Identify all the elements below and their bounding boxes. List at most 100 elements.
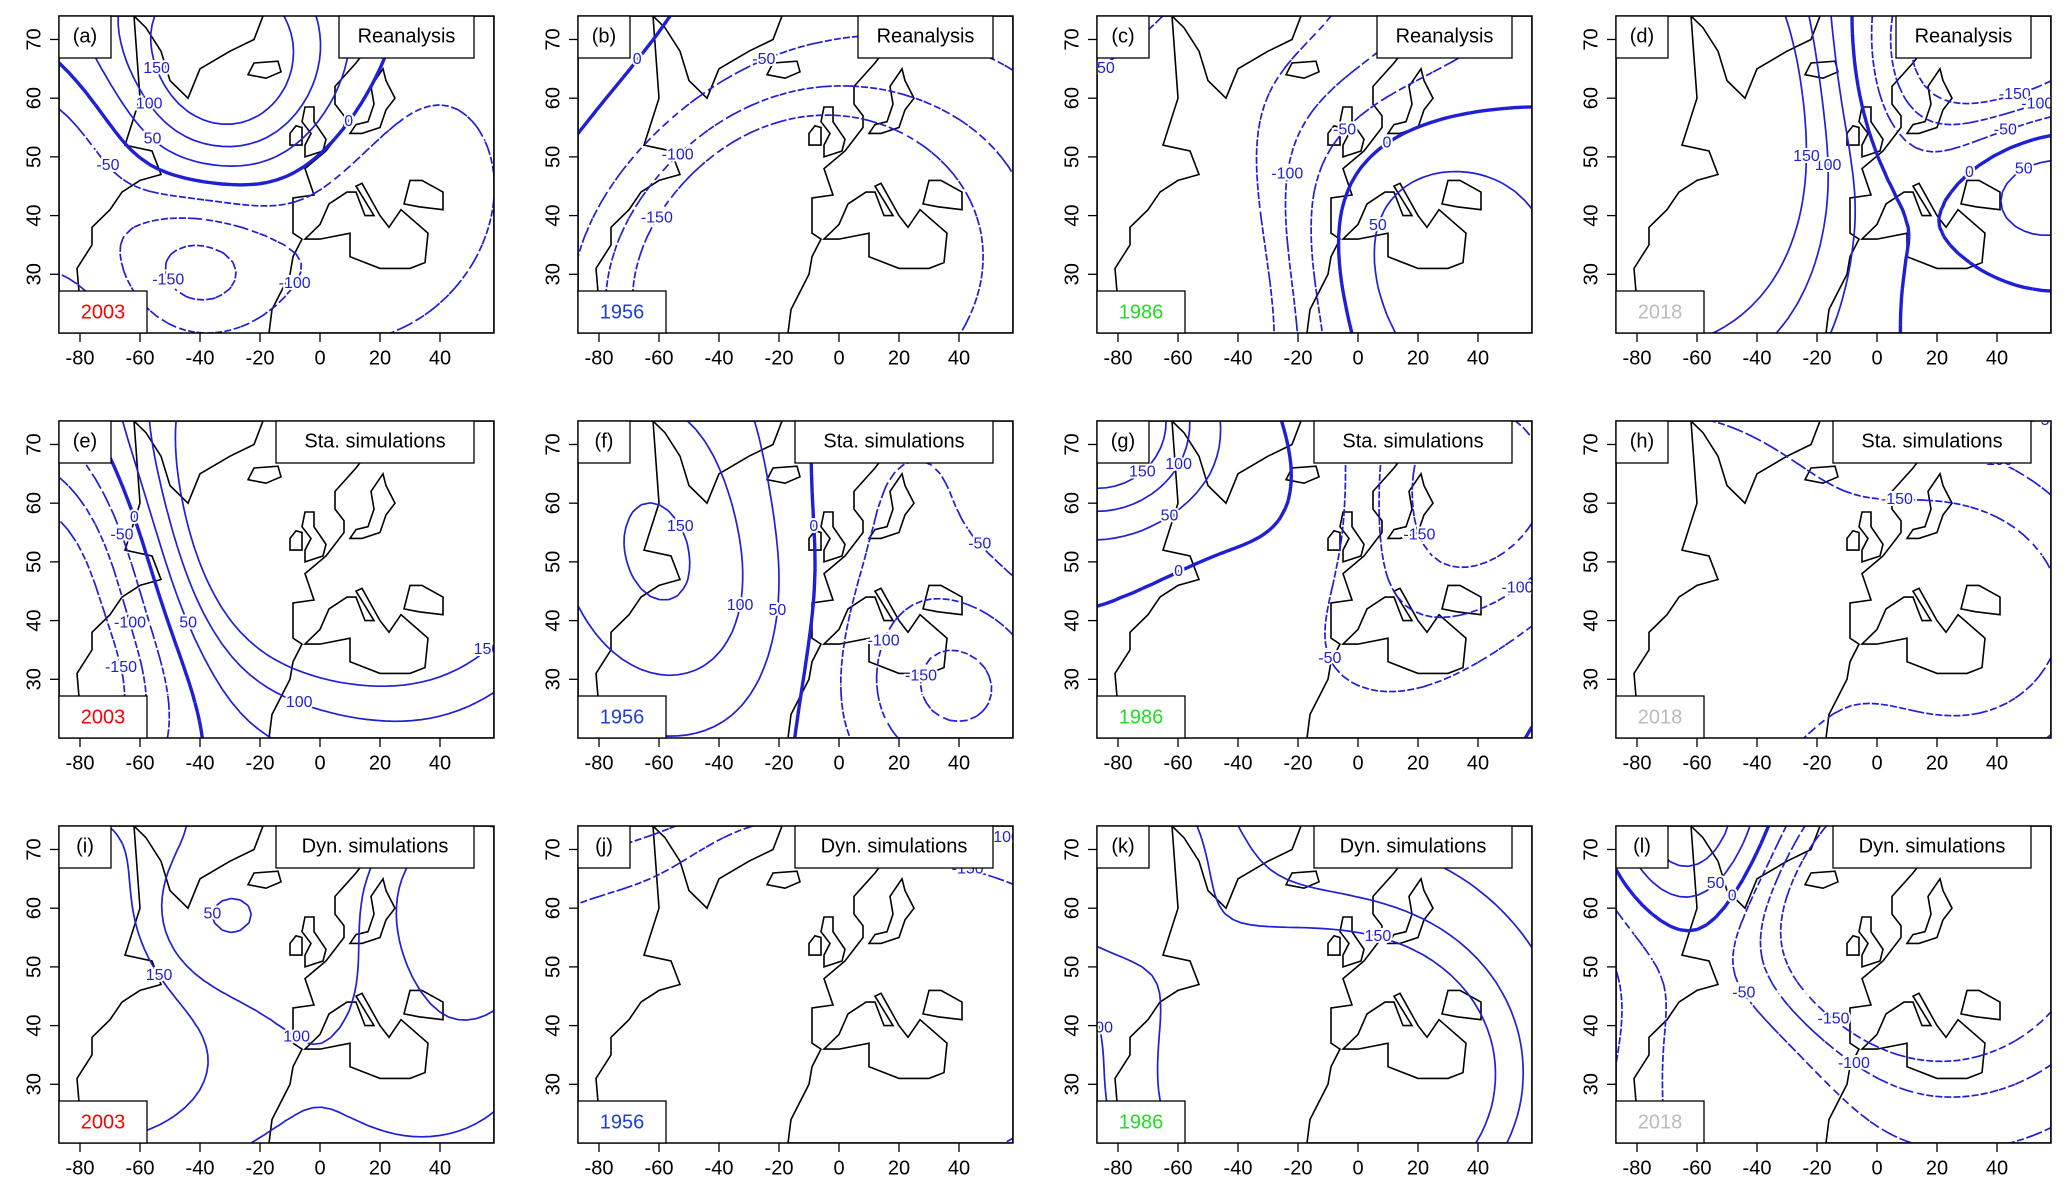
x-tick-label: -60 (645, 1157, 674, 1179)
coastline (822, 992, 948, 1080)
y-tick-label: 60 (23, 492, 45, 514)
coastline (1341, 182, 1467, 270)
y-tick-label: 40 (1580, 609, 1602, 631)
x-tick-label: 0 (1871, 752, 1882, 774)
contour-label: 150 (146, 967, 173, 984)
x-tick-label: 20 (1407, 1157, 1429, 1179)
x-tick-label: 20 (888, 347, 910, 369)
x-tick-label: -40 (1224, 347, 1253, 369)
x-tick-label: -60 (645, 752, 674, 774)
panel-title: Reanalysis (877, 25, 975, 47)
panel-label: (l) (1633, 835, 1651, 857)
y-tick-label: 70 (542, 28, 564, 50)
contour-label: 150 (474, 641, 501, 658)
panel-label-box (1096, 420, 1150, 464)
panel-title-box (275, 825, 475, 869)
contour-label: -150 (1881, 491, 1913, 508)
contour-label: 0 (1383, 135, 1392, 152)
x-tick-label: -20 (1803, 1157, 1832, 1179)
coastline (289, 529, 303, 551)
contour-label: 100 (283, 1029, 310, 1046)
contour-label: -50 (1318, 650, 1341, 667)
y-tick-label: 70 (23, 838, 45, 860)
contour-line (1775, 16, 1830, 333)
contour-label: -100 (279, 275, 311, 292)
year-box (1096, 695, 1186, 739)
contour-label: -150 (905, 668, 937, 685)
x-tick-label: 0 (1871, 1157, 1882, 1179)
y-tick-label: 40 (1061, 204, 1083, 226)
coastline (651, 826, 783, 910)
coastline (1441, 584, 1482, 616)
x-tick-label: -60 (1683, 752, 1712, 774)
x-tick-label: 0 (1352, 752, 1363, 774)
panel-title-box (794, 420, 994, 464)
y-tick-label: 50 (1580, 551, 1602, 573)
y-tick-label: 50 (1061, 551, 1083, 573)
contour-label: 100 (727, 597, 754, 614)
contour-label: 150 (143, 60, 170, 77)
coastline (922, 989, 963, 1021)
panel-label: (f) (595, 430, 614, 452)
panel-label: (i) (76, 835, 94, 857)
x-tick-label: -40 (1743, 347, 1772, 369)
panel-title: Dyn. simulations (1340, 835, 1487, 857)
contour-label: -150 (152, 271, 184, 288)
y-tick-label: 40 (1580, 1014, 1602, 1036)
coastline (246, 870, 282, 890)
contour-label: -100 (1502, 580, 1534, 597)
y-tick-label: 30 (1061, 1073, 1083, 1095)
coastline (808, 934, 822, 956)
contour-line (1097, 421, 1191, 513)
y-tick-label: 30 (1061, 263, 1083, 285)
coastline (132, 16, 264, 100)
map-area: -150-100-50 (1616, 421, 2051, 738)
contour-label: -100 (1271, 165, 1303, 182)
contour-line (1097, 421, 1167, 490)
y-tick-label: 60 (1580, 897, 1602, 919)
coastline (1803, 465, 1839, 485)
contour-label: 150 (1129, 463, 1156, 480)
panel-label-box (577, 15, 631, 59)
y-tick-label: 60 (1580, 87, 1602, 109)
year-box (58, 695, 148, 739)
coastline (1803, 60, 1839, 80)
panel-title-box (1313, 825, 1513, 869)
y-tick-label: 60 (23, 897, 45, 919)
year-label: 2003 (81, 706, 126, 728)
year-box (1615, 695, 1705, 739)
coastline (1825, 826, 2051, 1143)
coastline (1860, 587, 1986, 675)
contour-label: 150 (1793, 148, 1820, 165)
plot-frame (1615, 15, 2052, 334)
contour-label: 50 (1369, 217, 1387, 234)
contour-label: -50 (752, 51, 775, 68)
coastline (348, 66, 396, 135)
year-box (1096, 1100, 1186, 1144)
x-tick-label: 0 (1352, 347, 1363, 369)
coastline (1170, 16, 1302, 100)
year-box (58, 1100, 148, 1144)
year-label: 1986 (1119, 1111, 1164, 1133)
x-tick-label: 0 (314, 752, 325, 774)
x-tick-label: 20 (1926, 752, 1948, 774)
x-tick-label: -20 (765, 347, 794, 369)
contour-label: 50 (179, 615, 197, 632)
coastline (1689, 826, 1821, 910)
coastline (822, 587, 948, 675)
year-box (577, 695, 667, 739)
contour-label: 50 (144, 130, 162, 147)
coastline (1905, 66, 1953, 135)
y-tick-label: 40 (23, 609, 45, 631)
y-tick-label: 60 (1580, 492, 1602, 514)
coastline (578, 826, 682, 1115)
coastline (268, 826, 494, 1143)
x-tick-label: -20 (1284, 1157, 1313, 1179)
x-tick-label: 0 (314, 1157, 325, 1179)
coastline (303, 587, 429, 675)
contour-label: 150 (1365, 928, 1392, 945)
coastline (808, 124, 822, 146)
